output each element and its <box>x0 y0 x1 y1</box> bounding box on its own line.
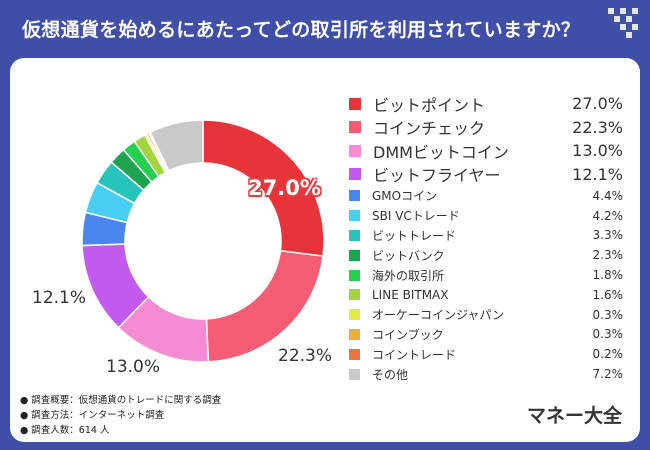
legend-swatch <box>349 229 360 241</box>
legend-swatch <box>349 168 361 181</box>
legend-label: ビットポイント <box>373 95 486 115</box>
legend-swatch <box>349 121 361 134</box>
legend-value: 13.0% <box>572 141 623 161</box>
legend-item: 海外の取引所 1.8% <box>349 265 631 285</box>
legend-value: 1.8% <box>592 268 624 283</box>
legend-item: ビットポイント 27.0% <box>349 92 631 116</box>
slice-label-coincheck: 22.3% <box>278 346 333 366</box>
legend-value: 12.1% <box>572 164 623 184</box>
legend-swatch <box>349 328 360 340</box>
survey-notes: ● 調査概要：仮想通貨のトレードに関する調査 ● 調査方法：インターネット調査 … <box>20 393 221 438</box>
legend-label: オーケーコインジャパン <box>372 308 505 323</box>
legend: ビットポイント 27.0% コインチェック 22.3% DMMビットコイン 13.0%… <box>349 92 631 384</box>
legend-label: DMMビットコイン <box>373 142 509 162</box>
note-method: ● 調査方法：インターネット調査 <box>20 410 165 421</box>
legend-value: 1.6% <box>592 287 624 302</box>
legend-swatch <box>349 97 361 110</box>
note-respondents: ● 調査人数：614 人 <box>20 425 110 436</box>
legend-label: 海外の取引所 <box>372 268 445 283</box>
legend-swatch <box>349 348 360 360</box>
legend-label: LINE BITMAX <box>372 287 449 302</box>
legend-item: GMOコイン 4.4% <box>349 186 631 206</box>
legend-label: コインチェック <box>373 119 486 139</box>
legend-value: 2.3% <box>592 248 624 263</box>
legend-value: 0.3% <box>592 307 624 322</box>
corner-decoration <box>608 8 638 38</box>
legend-value: 3.3% <box>592 228 624 243</box>
legend-swatch <box>349 309 360 321</box>
page-title: 仮想通貨を始めるにあたってどの取引所を利用されていますか？ <box>22 19 581 41</box>
header: 仮想通貨を始めるにあたってどの取引所を利用されていますか？ <box>0 0 650 58</box>
legend-item: その他 7.2% <box>349 364 631 384</box>
legend-item: ビットトレード 3.3% <box>349 226 631 246</box>
legend-swatch <box>349 210 360 222</box>
legend-item: コイントレード 0.2% <box>349 344 631 364</box>
legend-label: SBI VCトレード <box>372 209 460 224</box>
legend-value: 0.3% <box>592 327 624 342</box>
legend-item: コインチェック 22.3% <box>349 116 631 140</box>
legend-item: SBI VCトレード 4.2% <box>349 206 631 226</box>
chart-card: 27.0% 22.3% 13.0% 12.1% ビットポイント 27.0% コイン… <box>10 58 640 442</box>
legend-label: ビットバンク <box>372 248 445 263</box>
legend-label: ビットトレード <box>372 228 457 243</box>
legend-value: 7.2% <box>592 367 624 382</box>
brand-logo-text: マネー大全 <box>526 405 622 427</box>
legend-swatch <box>349 269 360 281</box>
legend-label: ビットフライヤー <box>373 166 501 186</box>
legend-item: ビットフライヤー 12.1% <box>349 163 631 187</box>
legend-item: コインブック 0.3% <box>349 325 631 345</box>
slice-0 <box>202 119 325 258</box>
slice-label-dmm: 13.0% <box>106 357 161 377</box>
legend-swatch <box>349 289 360 301</box>
slice-label-bitpoint: 27.0% <box>248 176 321 200</box>
legend-swatch <box>349 249 360 261</box>
slice-13 <box>149 119 204 172</box>
legend-value: 27.0% <box>572 94 623 114</box>
legend-swatch <box>349 190 360 202</box>
legend-swatch <box>349 368 360 380</box>
legend-value: 4.4% <box>592 188 624 203</box>
legend-value: 0.2% <box>592 347 624 362</box>
legend-item: オーケーコインジャパン 0.3% <box>349 305 631 325</box>
legend-value: 4.2% <box>592 208 624 223</box>
legend-item: LINE BITMAX 1.6% <box>349 285 631 305</box>
legend-value: 22.3% <box>572 117 623 137</box>
legend-label: コイントレード <box>372 347 457 362</box>
donut-chart <box>81 119 325 363</box>
legend-label: その他 <box>372 367 409 382</box>
note-summary: ● 調査概要：仮想通貨のトレードに関する調査 <box>20 395 222 406</box>
legend-swatch <box>349 144 361 157</box>
legend-item: ビットバンク 2.3% <box>349 245 631 265</box>
legend-item: DMMビットコイン 13.0% <box>349 139 631 163</box>
slice-label-bitflyer: 12.1% <box>32 288 87 308</box>
legend-label: コインブック <box>372 327 444 342</box>
legend-label: GMOコイン <box>372 189 438 204</box>
